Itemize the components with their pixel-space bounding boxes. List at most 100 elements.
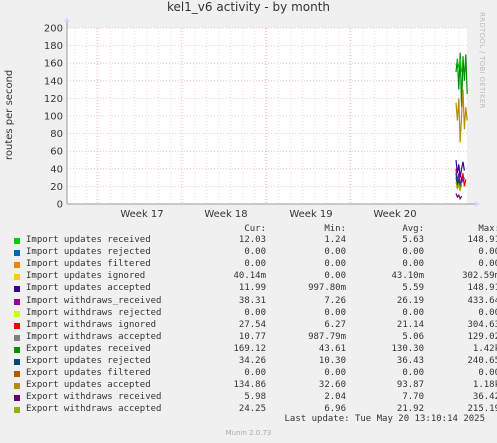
legend-swatch bbox=[14, 286, 20, 293]
legend-cur: 10.77 bbox=[238, 331, 266, 342]
legend-min: 43.61 bbox=[318, 343, 346, 354]
y-tick-label: 100 bbox=[44, 112, 63, 123]
series-line bbox=[455, 159, 465, 178]
legend-swatch bbox=[14, 395, 20, 402]
legend-min: 6.96 bbox=[324, 404, 346, 415]
legend-avg: 26.19 bbox=[396, 295, 424, 306]
legend-swatch bbox=[14, 359, 20, 365]
legend-swatch bbox=[14, 310, 20, 317]
legend-avg: 21.14 bbox=[396, 319, 424, 330]
legend-swatch bbox=[14, 238, 20, 244]
legend-row: Import updates filtered 0.00 0.00 0.00 0.00 bbox=[14, 259, 497, 271]
legend-max: 1.18k bbox=[472, 380, 497, 391]
legend-row: Import withdraws ignored 27.54 6.27 21.14 30… bbox=[14, 320, 497, 332]
legend-avg: 0.00 bbox=[402, 307, 424, 318]
legend-min: 0.00 bbox=[324, 368, 346, 379]
x-tick-label: Week 19 bbox=[289, 209, 332, 220]
y-tick-label: 80 bbox=[50, 129, 63, 140]
legend-max: 148.91 bbox=[467, 283, 497, 294]
legend-avg: 0.00 bbox=[402, 368, 424, 379]
legend-name: Import updates filtered bbox=[26, 259, 151, 270]
chart-title: kel1_v6 activity - by month bbox=[166, 0, 331, 14]
legend-max: 0.00 bbox=[478, 247, 497, 258]
legend-avg: 5.59 bbox=[402, 283, 424, 294]
series-line bbox=[455, 173, 463, 189]
legend-name: Export updates received bbox=[26, 343, 151, 354]
legend-min: 10.30 bbox=[318, 356, 346, 366]
y-tick-label: 160 bbox=[44, 59, 63, 70]
legend-name: Export updates accepted bbox=[26, 380, 151, 391]
legend-max: 304.63 bbox=[467, 319, 497, 330]
legend-cur: 5.98 bbox=[244, 392, 266, 403]
legend-name: Export withdraws accepted bbox=[26, 404, 162, 415]
legend-max: 1.42k bbox=[472, 343, 497, 354]
legend-avg: 36.43 bbox=[396, 356, 424, 366]
legend-swatch bbox=[14, 371, 20, 378]
legend-name: Export updates rejected bbox=[26, 356, 151, 366]
legend-avg: 0.00 bbox=[402, 259, 424, 270]
legend-cur: 34.26 bbox=[238, 356, 266, 366]
legend-row: Import withdraws_received 38.31 7.26 26.19 4… bbox=[14, 296, 497, 308]
legend-max: 0.00 bbox=[478, 259, 497, 270]
legend-max: 302.59m bbox=[462, 271, 497, 282]
legend-row: Export updates received 169.12 43.61 130.30… bbox=[14, 344, 497, 356]
rrdtool-watermark: RRDTOOL / TOBI OETIKER bbox=[478, 12, 486, 109]
legend-cur: 27.54 bbox=[238, 319, 266, 330]
x-axis-arrow bbox=[475, 201, 480, 207]
legend-cur: 11.99 bbox=[238, 283, 266, 294]
legend-swatch bbox=[14, 262, 20, 269]
legend-name: Import updates received bbox=[26, 235, 151, 245]
legend-row: Import withdraws accepted 10.77 987.79m 5.0… bbox=[14, 332, 497, 344]
legend-row: Import updates received 12.03 1.24 5.63 148.… bbox=[14, 235, 497, 247]
legend-max: 215.19 bbox=[467, 404, 497, 415]
legend-avg: 21.92 bbox=[396, 404, 424, 415]
legend-name: Export withdraws received bbox=[26, 392, 162, 403]
legend-cur: 0.00 bbox=[244, 247, 266, 258]
legend-min: 0.00 bbox=[324, 259, 346, 270]
series-line bbox=[455, 58, 463, 73]
legend-max: 240.65 bbox=[467, 356, 497, 366]
legend-avg: 5.06 bbox=[402, 331, 424, 342]
legend-row: Import updates ignored 40.14m 0.00 43.10m 30… bbox=[14, 271, 497, 283]
legend-cur: 38.31 bbox=[238, 295, 266, 306]
y-tick-label: 60 bbox=[50, 147, 63, 158]
legend-avg: 93.87 bbox=[396, 380, 424, 391]
legend-max: 0.00 bbox=[478, 307, 497, 318]
legend-cur: 40.14m bbox=[233, 271, 266, 282]
legend-row: Export withdraws accepted 24.25 6.96 21.92 2… bbox=[14, 404, 497, 416]
legend-row: Import updates rejected 0.00 0.00 0.00 0.00 bbox=[14, 247, 497, 259]
legend-swatch bbox=[14, 298, 20, 305]
legend-avg: 43.10m bbox=[391, 271, 424, 282]
legend-avg: 0.00 bbox=[402, 247, 424, 258]
legend-row: Export updates filtered 0.00 0.00 0.00 0.00 bbox=[14, 368, 497, 380]
y-tick-label: 0 bbox=[57, 200, 63, 211]
legend-avg: 5.63 bbox=[402, 235, 424, 245]
legend-avg: 130.30 bbox=[391, 343, 424, 354]
series-line bbox=[455, 181, 463, 191]
y-tick-label: 20 bbox=[50, 182, 63, 193]
legend-max: 148.91 bbox=[467, 235, 497, 245]
last-update: Last update: Tue May 20 13:10:14 2025 bbox=[284, 414, 485, 424]
y-tick-label: 140 bbox=[44, 76, 63, 87]
legend-name: Import updates rejected bbox=[26, 247, 151, 258]
legend-cur: 169.12 bbox=[233, 343, 266, 354]
legend-swatch bbox=[14, 407, 20, 414]
legend-max: 433.64 bbox=[467, 295, 497, 306]
legend-min: 0.00 bbox=[324, 307, 346, 318]
series-line bbox=[455, 193, 463, 201]
legend-min: 7.26 bbox=[324, 295, 346, 306]
series-line bbox=[455, 89, 468, 143]
legend-max: 0.00 bbox=[478, 368, 497, 379]
y-tick-label: 40 bbox=[50, 164, 63, 175]
x-tick-label: Week 17 bbox=[120, 209, 163, 220]
y-tick-label: 200 bbox=[44, 24, 63, 35]
legend-cur: 134.86 bbox=[233, 380, 266, 391]
legend-min: 987.79m bbox=[308, 331, 346, 342]
munin-footer: Munin 2.0.73 bbox=[225, 429, 272, 437]
legend-row: Export updates rejected 34.26 10.30 36.43 24… bbox=[14, 356, 497, 368]
legend-row: Export withdraws received 5.98 2.04 7.70 36.… bbox=[14, 392, 497, 404]
x-tick-label: Week 18 bbox=[204, 209, 247, 220]
legend-min: 1.24 bbox=[324, 235, 346, 245]
